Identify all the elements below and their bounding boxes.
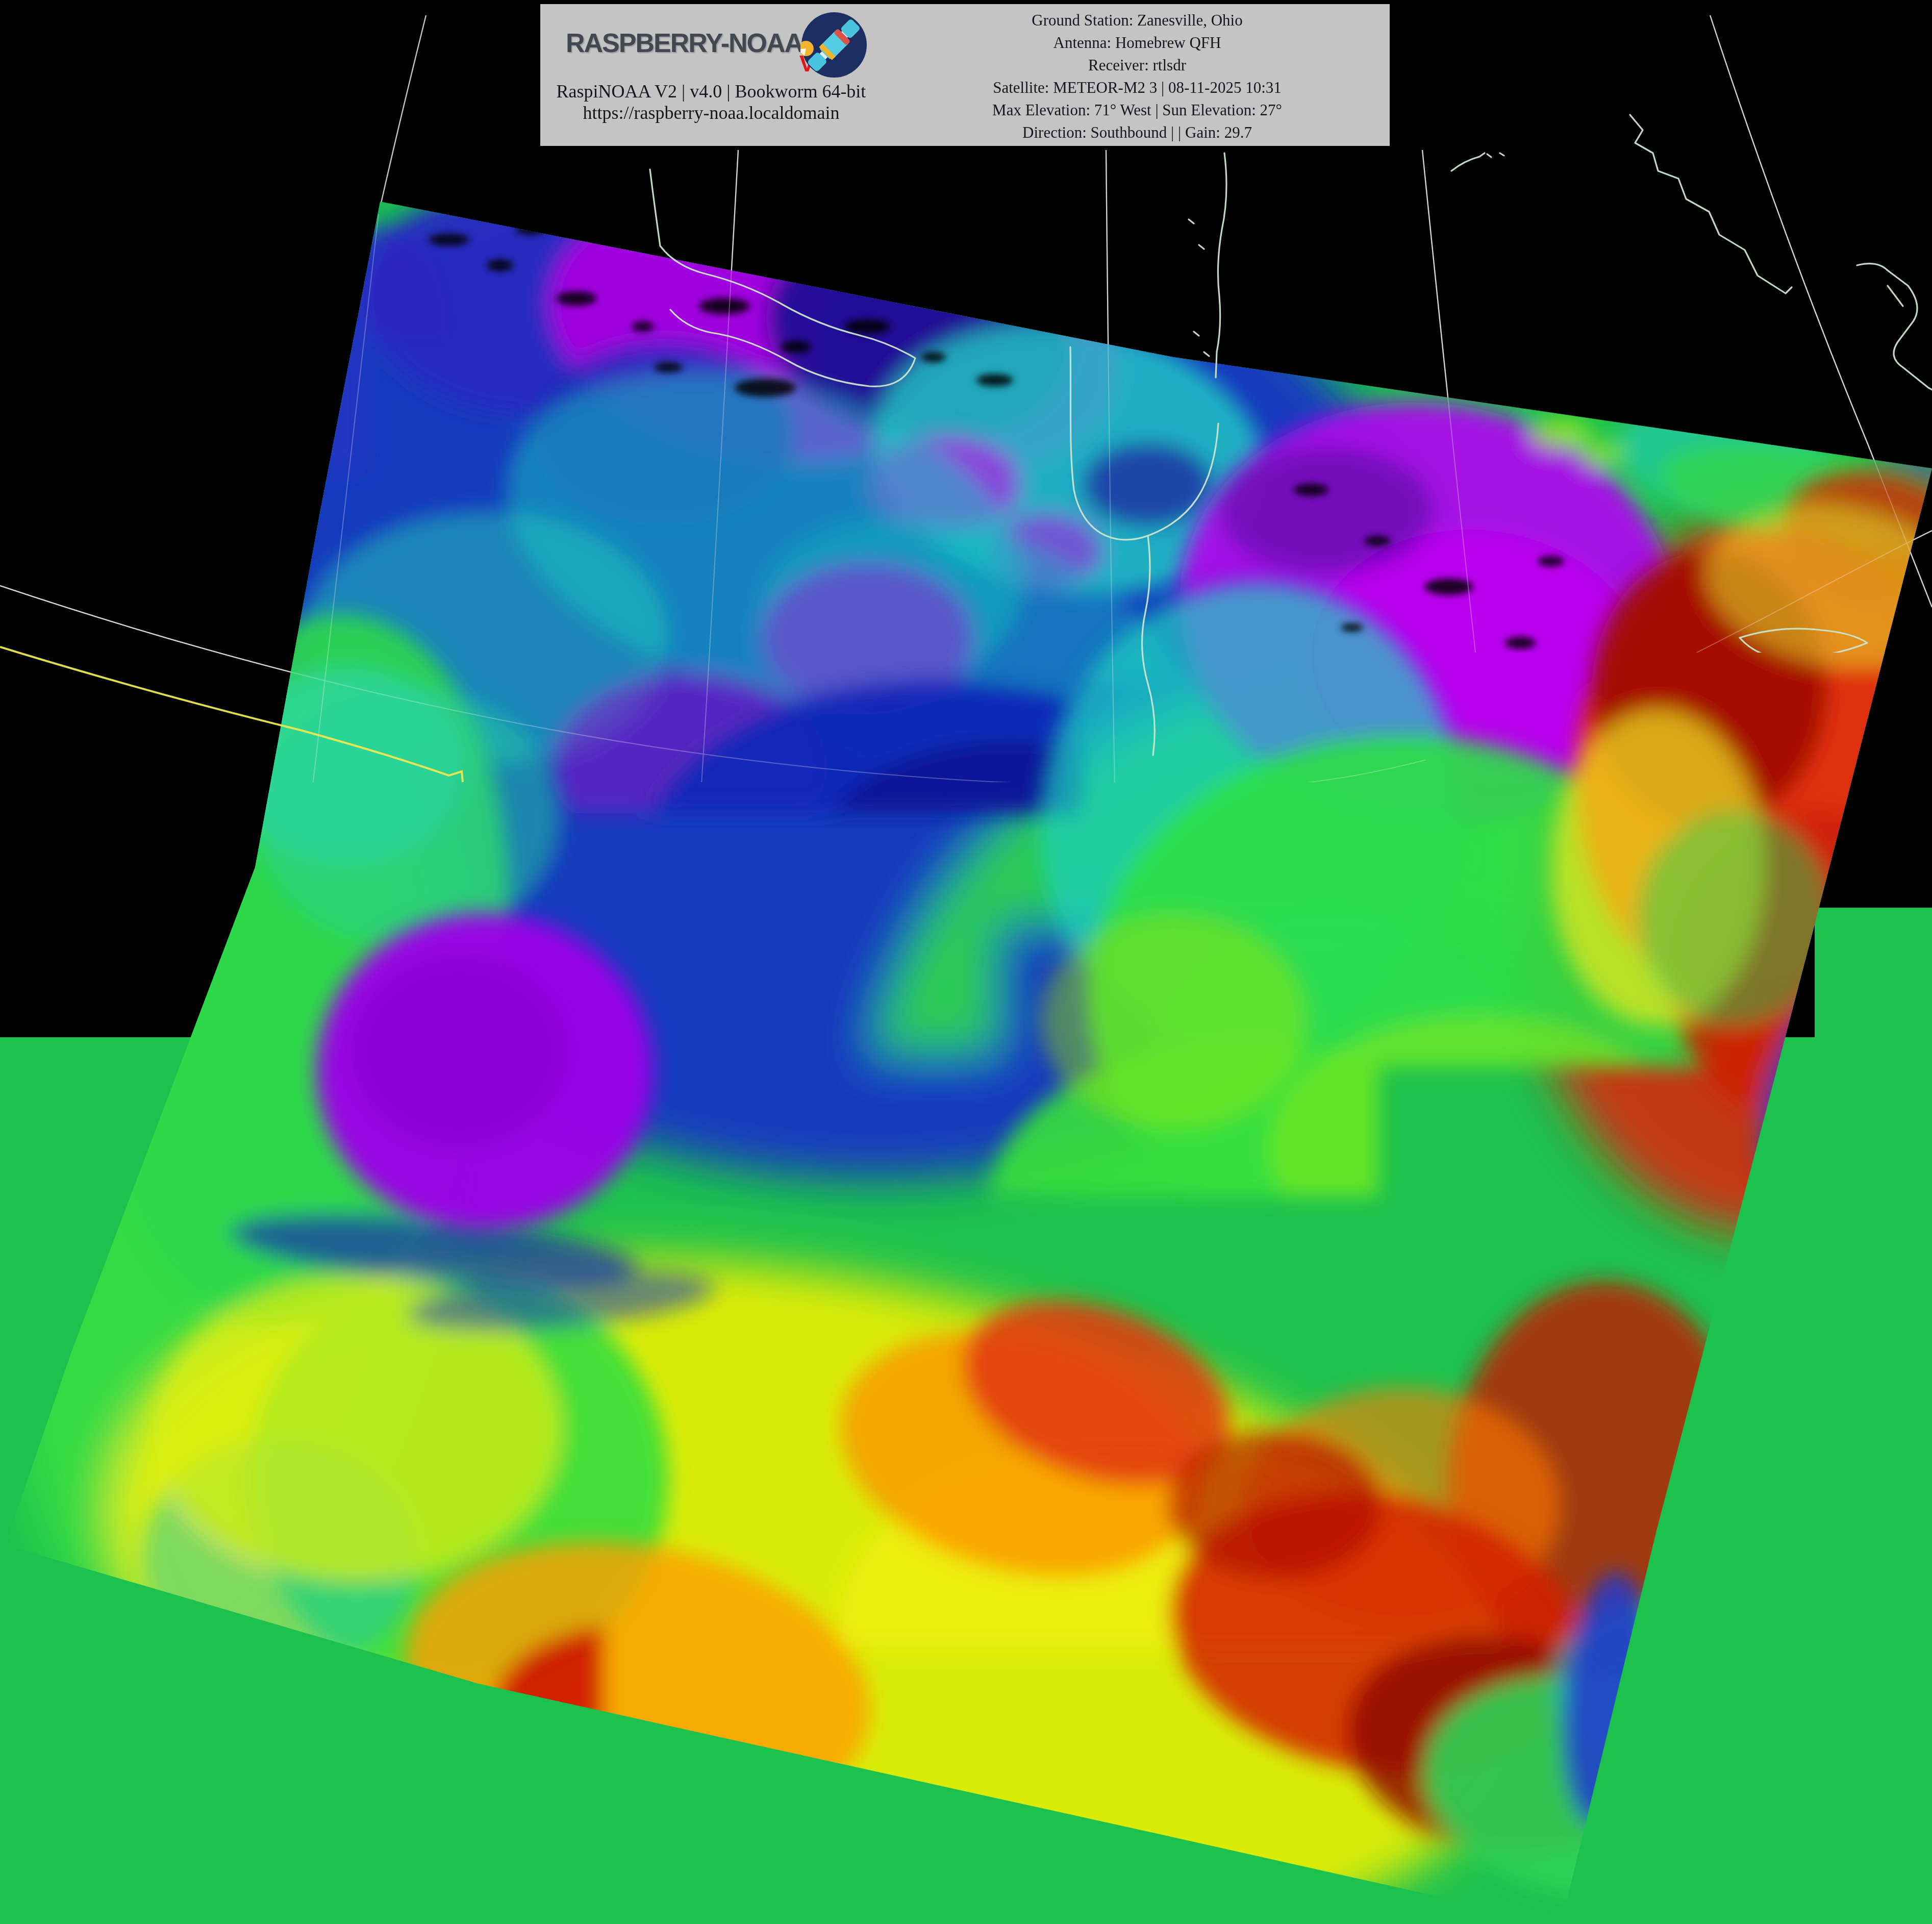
satellite-capture-view: Ottawa Washington, D.C. Ha RASPBERRY-NOA… bbox=[0, 0, 1932, 1924]
city-label-washington: Washington, D.C. bbox=[1115, 1377, 1373, 1407]
city-label-halifax-clipped: Ha bbox=[1890, 1695, 1930, 1726]
app-version-text: RaspiNOAA V2 | v4.0 | Bookworm 64-bit bbox=[556, 81, 867, 102]
raspberry-noaa-logo-text: RASPBERRY-NOAA bbox=[551, 28, 817, 58]
city-dot-ottawa bbox=[1308, 986, 1322, 1001]
city-label-ottawa: Ottawa bbox=[1260, 955, 1368, 986]
city-dot-washington bbox=[1236, 1407, 1250, 1421]
app-url-text: https://raspberry-noaa.localdomain bbox=[556, 102, 867, 123]
satellite-map bbox=[0, 0, 1932, 1924]
info-ground-station: Ground Station: Zanesville, Ohio bbox=[918, 9, 1357, 32]
info-receiver: Receiver: rtlsdr bbox=[918, 54, 1357, 77]
banner-info-block: Ground Station: Zanesville, Ohio Antenna… bbox=[887, 4, 1390, 146]
info-satellite-pass: Satellite: METEOR-M2 3 | 08-11-2025 10:3… bbox=[918, 77, 1357, 99]
info-elevation: Max Elevation: 71° West | Sun Elevation:… bbox=[918, 99, 1357, 121]
banner-logo-block: RASPBERRY-NOAA V2 RaspiNOAA V2 | v4.0 | … bbox=[540, 4, 887, 146]
satellite-logo-icon bbox=[800, 11, 868, 79]
info-direction-gain: Direction: Southbound | | Gain: 29.7 bbox=[918, 121, 1357, 144]
info-antenna: Antenna: Homebrew QFH bbox=[918, 32, 1357, 54]
capture-info-banner: RASPBERRY-NOAA V2 RaspiNOAA V2 | v4.0 | … bbox=[540, 4, 1390, 146]
